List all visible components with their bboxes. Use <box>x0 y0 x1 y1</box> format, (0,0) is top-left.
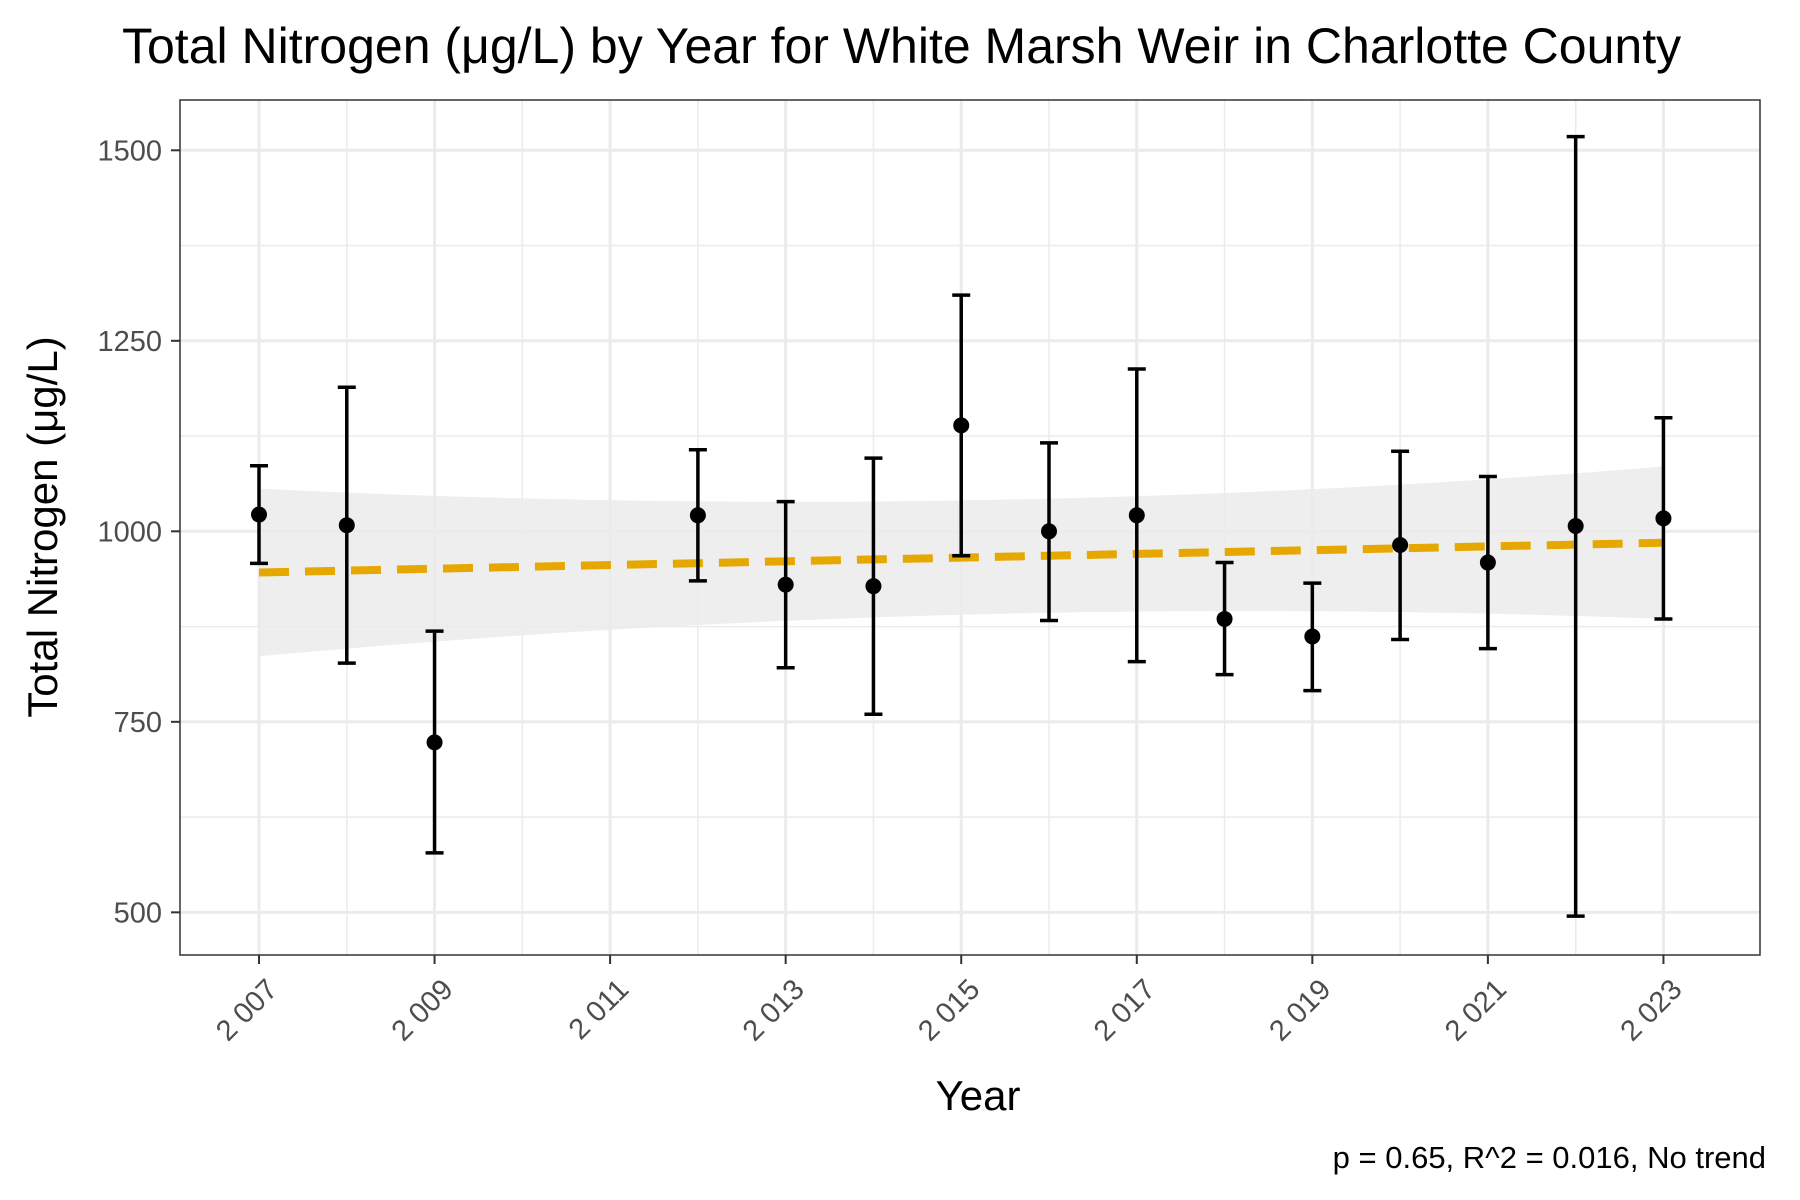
data-point <box>1041 523 1057 540</box>
x-tick-label: 2 011 <box>563 973 635 1045</box>
y-tick-label: 1000 <box>97 516 162 548</box>
y-tick-label: 750 <box>114 707 162 739</box>
panel-border <box>179 99 1761 956</box>
data-point <box>1655 510 1672 527</box>
data-point <box>689 507 706 524</box>
x-tick-label: 2 013 <box>737 973 811 1047</box>
x-tick-label: 2 019 <box>1263 973 1337 1047</box>
data-point <box>865 578 882 595</box>
y-axis-title: Total Nitrogen (μg/L) <box>19 336 66 717</box>
x-tick-label: 2 007 <box>210 973 284 1047</box>
data-point <box>426 734 443 751</box>
data-point <box>777 576 794 593</box>
x-tick-label: 2 015 <box>912 973 986 1047</box>
data-point <box>1304 628 1321 645</box>
x-tick-label: 2 023 <box>1615 973 1689 1047</box>
data-point <box>1392 537 1409 554</box>
data-point <box>1216 610 1233 627</box>
data-point <box>1128 507 1145 524</box>
data-point <box>251 506 267 523</box>
trend-line <box>258 538 1664 577</box>
y-tick-label: 500 <box>114 897 162 929</box>
chart-title: Total Nitrogen (μg/L) by Year for White … <box>122 18 1681 74</box>
y-tick-label: 1250 <box>97 326 162 358</box>
points-layer <box>251 417 1672 751</box>
stats-caption: p = 0.65, R^2 = 0.016, No trend <box>1333 1140 1766 1175</box>
trend-layer <box>258 538 1664 577</box>
data-point <box>953 417 970 434</box>
x-tick-label: 2 021 <box>1439 973 1513 1047</box>
x-tick-label: 2 009 <box>386 973 460 1047</box>
data-point <box>1567 517 1584 534</box>
data-point <box>338 517 355 534</box>
x-axis-title: Year <box>936 1072 1021 1119</box>
data-point <box>1479 554 1496 571</box>
y-tick-label: 1500 <box>97 135 162 167</box>
x-tick-label: 2 017 <box>1088 973 1162 1047</box>
